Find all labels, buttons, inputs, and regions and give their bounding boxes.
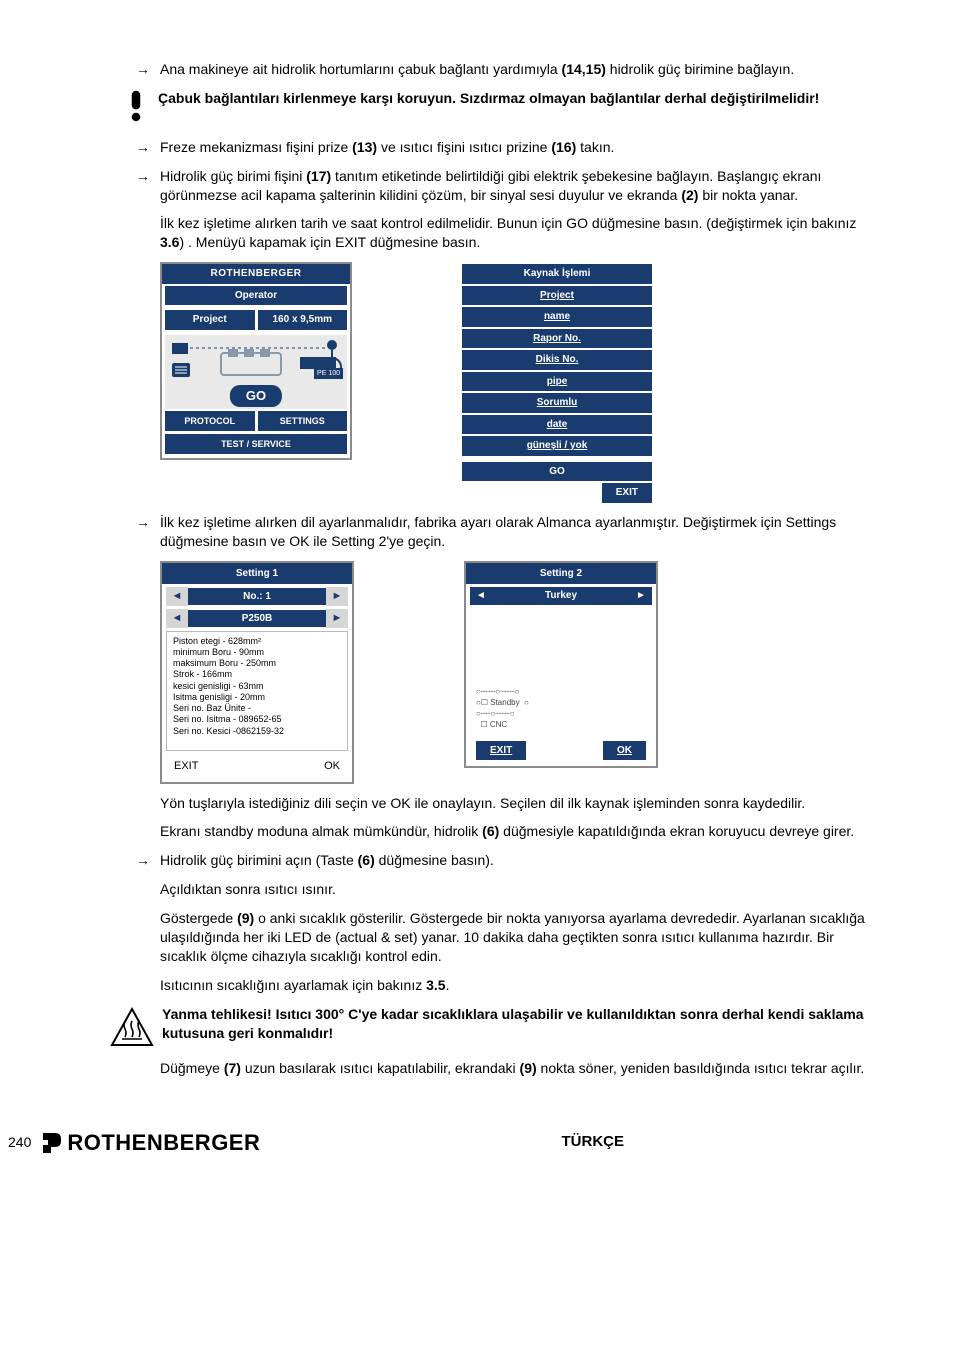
screen-rothenberger: ROTHENBERGER Operator Project 160 x 9,5m…: [160, 262, 352, 460]
bullet-1: Ana makineye ait hidrolik hortumlarını ç…: [70, 60, 884, 79]
para-7: Ekranı standby moduna almak mümkündür, h…: [70, 822, 884, 841]
setting1-ok-button[interactable]: OK: [324, 759, 340, 774]
kaynak-row-4[interactable]: pipe: [462, 372, 652, 392]
size-cell: 160 x 9,5mm: [258, 310, 348, 330]
setting2-ok-button[interactable]: OK: [603, 741, 646, 761]
kaynak-head: Kaynak İşlemi: [462, 264, 652, 284]
setting1-head: Setting 1: [162, 563, 352, 585]
setting1-list: Piston etegi - 628mm² minimum Boru - 90m…: [166, 631, 348, 751]
left-arrow-icon[interactable]: ◄: [470, 587, 492, 605]
brand-header: ROTHENBERGER: [162, 264, 350, 284]
kaynak-row-7[interactable]: güneşli / yok: [462, 436, 652, 456]
exclamation-icon: [126, 89, 152, 128]
kaynak-row-3[interactable]: Dikis No.: [462, 350, 652, 370]
para-6: Yön tuşlarıyla istediğiniz dili seçin ve…: [70, 794, 884, 813]
para-10: Göstergede (9) o anki sıcaklık gösterili…: [70, 909, 884, 966]
kaynak-row-0[interactable]: Project: [462, 286, 652, 306]
warning-text: Çabuk bağlantıları kirlenmeye karşı koru…: [158, 89, 819, 108]
pe-label: PE 100: [314, 368, 343, 379]
para-4: İlk kez işletime alırken tarih ve saat k…: [70, 214, 884, 252]
right-arrow-icon[interactable]: ►: [630, 587, 652, 605]
kaynak-exit-wrap: EXIT: [462, 483, 652, 503]
brand-logo: ROTHENBERGER: [41, 1128, 260, 1158]
hot-warning-text: Yanma tehlikesi! Isıtıcı 300° C'ye kadar…: [162, 1005, 884, 1043]
left-arrow-icon[interactable]: ◄: [166, 609, 188, 628]
setting1-model: P250B: [188, 610, 326, 628]
warning-block-1: Çabuk bağlantıları kirlenmeye karşı koru…: [70, 89, 884, 128]
language-label: TÜRKÇE: [562, 1132, 954, 1152]
para-12: Düğmeye (7) uzun basılarak ısıtıcı kapat…: [70, 1059, 884, 1078]
kaynak-exit-button[interactable]: EXIT: [602, 483, 652, 503]
setting2-head: Setting 2: [466, 563, 656, 585]
setting1-exit-button[interactable]: EXIT: [174, 759, 198, 774]
kaynak-row-2[interactable]: Rapor No.: [462, 329, 652, 349]
hot-warning-block: Yanma tehlikesi! Isıtıcı 300° C'ye kadar…: [70, 1005, 884, 1047]
screen-kaynak: Kaynak İşlemi Project name Rapor No. Dik…: [462, 262, 652, 503]
operator-row: Operator: [165, 286, 347, 306]
bullet-5: İlk kez işletime alırken dil ayarlanmalı…: [70, 513, 884, 551]
right-arrow-icon[interactable]: ►: [326, 609, 348, 628]
bullet-2: Freze mekanizması fişini prize (13) ve ı…: [70, 138, 884, 157]
page-number: 240: [8, 1133, 31, 1152]
test-service-button[interactable]: TEST / SERVICE: [165, 434, 347, 454]
bullet-3: Hidrolik güç birimi fişini (17) tanıtım …: [70, 167, 884, 205]
right-arrow-icon[interactable]: ►: [326, 587, 348, 606]
hot-surface-icon: [110, 1007, 154, 1047]
kaynak-row-6[interactable]: date: [462, 415, 652, 435]
kaynak-row-1[interactable]: name: [462, 307, 652, 327]
pipe-logo-icon: [41, 1129, 67, 1155]
setting1-no: No.: 1: [188, 588, 326, 606]
setting2-exit-button[interactable]: EXIT: [476, 741, 526, 761]
para-9: Açıldıktan sonra ısıtıcı ısınır.: [70, 880, 884, 899]
kaynak-row-5[interactable]: Sorumlu: [462, 393, 652, 413]
para-11: Isıtıcının sıcaklığını ayarlamak için ba…: [70, 976, 884, 995]
settings-button[interactable]: SETTINGS: [258, 411, 348, 431]
cnc-label: CNC: [490, 720, 507, 729]
left-arrow-icon[interactable]: ◄: [166, 587, 188, 606]
project-cell: Project: [165, 310, 255, 330]
protocol-button[interactable]: PROTOCOL: [165, 411, 255, 431]
kaynak-go-button[interactable]: GO: [462, 462, 652, 482]
bullet-8: Hidrolik güç birimini açın (Taste (6) dü…: [70, 851, 884, 870]
screen-setting2: Setting 2 ◄ Turkey ► ○┄┄┄○┄┄┄○ ○☐ Standb…: [464, 561, 658, 769]
screen-setting1: Setting 1 ◄ No.: 1 ► ◄ P250B ► Piston et…: [160, 561, 354, 784]
go-button[interactable]: GO: [230, 385, 282, 407]
standby-label: Standby: [490, 698, 519, 707]
page-footer: 240 ROTHENBERGER TÜRKÇE: [0, 1128, 954, 1172]
setting2-value: Turkey: [492, 587, 630, 605]
